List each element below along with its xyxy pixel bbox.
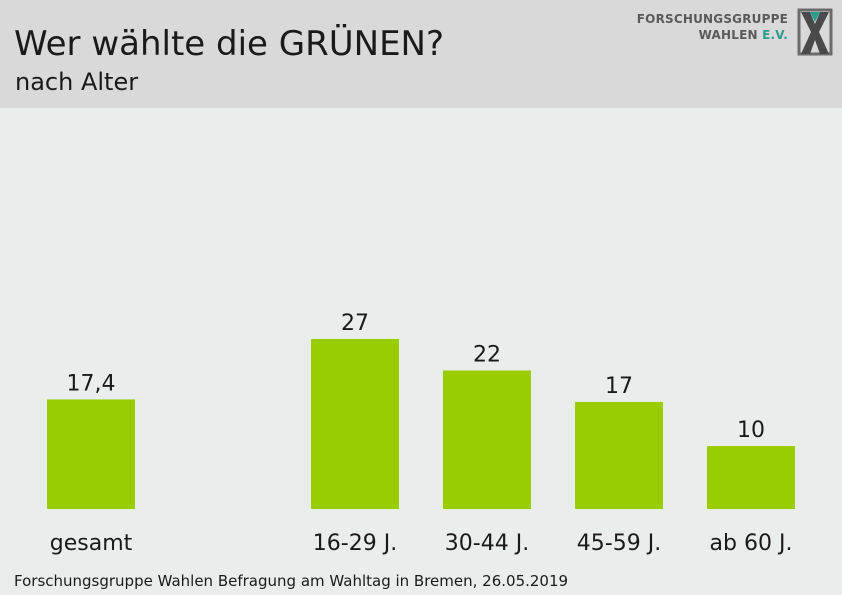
value-label: 17: [605, 374, 633, 399]
value-label: 22: [473, 342, 501, 367]
category-label: 30-44 J.: [445, 531, 529, 556]
value-label: 27: [341, 311, 369, 336]
bar-gesamt: [47, 399, 135, 509]
page-title: Wer wählte die GRÜNEN?: [14, 24, 445, 64]
logo-line2-accent: E.V.: [762, 28, 788, 42]
logo-text: FORSCHUNGSGRUPPE WAHLEN E.V.: [637, 11, 788, 43]
value-label: 17,4: [67, 371, 116, 396]
logo-line2-main: WAHLEN: [698, 28, 763, 42]
category-label: 16-29 J.: [313, 531, 397, 556]
fgw-x-logo-icon: [797, 8, 833, 56]
bar-ab-60-j: [707, 446, 795, 509]
bar-30-44-j: [443, 370, 531, 509]
header-bar: Wer wählte die GRÜNEN? nach Alter FORSCH…: [0, 0, 842, 108]
category-label: 45-59 J.: [577, 531, 661, 556]
logo: FORSCHUNGSGRUPPE WAHLEN E.V.: [637, 8, 834, 58]
value-label: 10: [737, 418, 765, 443]
logo-line1: FORSCHUNGSGRUPPE: [636, 12, 788, 26]
source-footnote: Forschungsgruppe Wahlen Befragung am Wah…: [14, 572, 569, 590]
category-label: ab 60 J.: [710, 531, 793, 556]
bar-16-29-j: [311, 339, 399, 509]
page-subtitle: nach Alter: [15, 68, 139, 96]
logo-line2: WAHLEN E.V.: [637, 27, 788, 43]
bar-45-59-j: [575, 401, 663, 509]
bar-chart: 17,4 gesamt 27 16-29 J. 22 30-44 J. 17 45-59 J.…: [47, 311, 795, 556]
category-label: gesamt: [50, 531, 133, 556]
